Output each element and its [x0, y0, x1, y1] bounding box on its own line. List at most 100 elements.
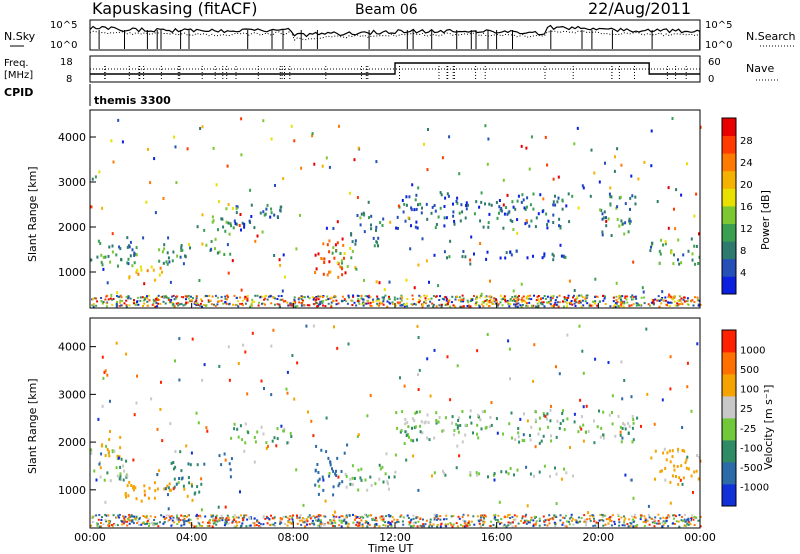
data-cell [658, 262, 661, 266]
data-cell [165, 296, 168, 299]
data-cell [118, 516, 121, 519]
data-cell [245, 514, 248, 517]
data-cell [139, 265, 142, 269]
data-cell [311, 132, 314, 136]
data-cell [567, 296, 570, 299]
data-cell [160, 514, 163, 517]
data-cell [153, 300, 156, 303]
data-cell [422, 303, 425, 306]
data-cell [167, 507, 170, 511]
data-cell [686, 385, 689, 389]
data-cell [631, 426, 634, 430]
data-cell [243, 222, 246, 226]
data-cell [650, 245, 652, 249]
data-cell [680, 297, 683, 300]
data-cell [97, 239, 100, 243]
data-cell [578, 302, 580, 305]
data-cell [566, 297, 568, 300]
data-cell [112, 160, 115, 164]
data-cell [543, 464, 546, 468]
noise-tick-high-left: 10^5 [50, 20, 77, 31]
data-cell [524, 301, 527, 304]
data-cell [693, 244, 696, 248]
data-cell [91, 516, 94, 519]
data-cell [334, 472, 337, 476]
data-cell [286, 516, 289, 519]
data-cell [195, 299, 198, 302]
data-cell [273, 517, 276, 520]
data-cell [353, 158, 356, 162]
data-cell [565, 471, 568, 475]
data-cell [328, 472, 331, 475]
data-cell [232, 515, 235, 518]
data-cell [357, 146, 360, 150]
data-cell [214, 237, 217, 241]
data-cell [524, 222, 527, 226]
data-cell [670, 249, 673, 253]
data-cell [171, 304, 174, 307]
data-cell [240, 514, 242, 517]
data-cell [546, 226, 549, 230]
data-cell [691, 514, 694, 517]
data-cell [482, 225, 485, 229]
data-cell [128, 304, 131, 307]
data-cell [207, 299, 210, 302]
data-cell [620, 360, 623, 364]
data-cell [183, 487, 186, 491]
data-cell [237, 300, 240, 303]
data-cell [452, 214, 455, 218]
data-cell [530, 219, 533, 223]
data-cell [621, 302, 624, 305]
data-cell [575, 301, 578, 304]
colorbar-tick-label: 25 [740, 404, 753, 415]
data-cell [224, 505, 227, 509]
colorbar-cell [722, 484, 736, 507]
data-cell [495, 417, 498, 421]
data-cell [127, 262, 130, 266]
data-cell [153, 157, 156, 161]
data-cell [345, 514, 348, 517]
data-cell [272, 328, 275, 332]
data-cell [234, 520, 237, 523]
data-cell [259, 525, 262, 528]
data-cell [439, 525, 442, 528]
data-cell [632, 303, 635, 306]
data-cell [282, 177, 285, 181]
data-cell [425, 519, 428, 522]
data-cell [693, 515, 696, 518]
colorbar-tick-label: -500 [740, 463, 763, 474]
data-cell [476, 515, 479, 518]
data-cell [286, 391, 289, 395]
data-cell [148, 299, 151, 302]
data-cell [665, 516, 668, 519]
data-cell [356, 435, 359, 438]
data-cell [278, 304, 281, 307]
data-cell [489, 525, 492, 527]
colorbar-cell [722, 223, 736, 242]
data-cell [444, 473, 447, 477]
data-cell [632, 418, 635, 421]
data-cell [656, 522, 658, 525]
data-cell [235, 207, 238, 211]
data-cell [111, 244, 114, 248]
data-cell [613, 520, 616, 523]
data-cell [125, 299, 128, 302]
data-cell [120, 258, 123, 262]
data-cell [632, 296, 635, 298]
data-cell [384, 524, 387, 527]
data-cell [190, 482, 193, 486]
data-cell [161, 439, 164, 443]
data-cell [121, 140, 124, 144]
data-cell [319, 300, 322, 303]
data-cell [158, 259, 161, 263]
data-cell [146, 295, 149, 298]
data-cell [222, 302, 225, 305]
data-cell [201, 521, 204, 524]
data-cell [327, 522, 330, 525]
data-cell [157, 294, 160, 297]
data-cell [165, 514, 168, 517]
data-cell [429, 521, 432, 524]
data-cell [617, 305, 620, 308]
data-cell [406, 421, 409, 425]
data-cell [218, 300, 221, 303]
